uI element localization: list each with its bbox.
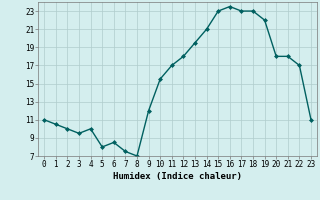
X-axis label: Humidex (Indice chaleur): Humidex (Indice chaleur) [113,172,242,181]
